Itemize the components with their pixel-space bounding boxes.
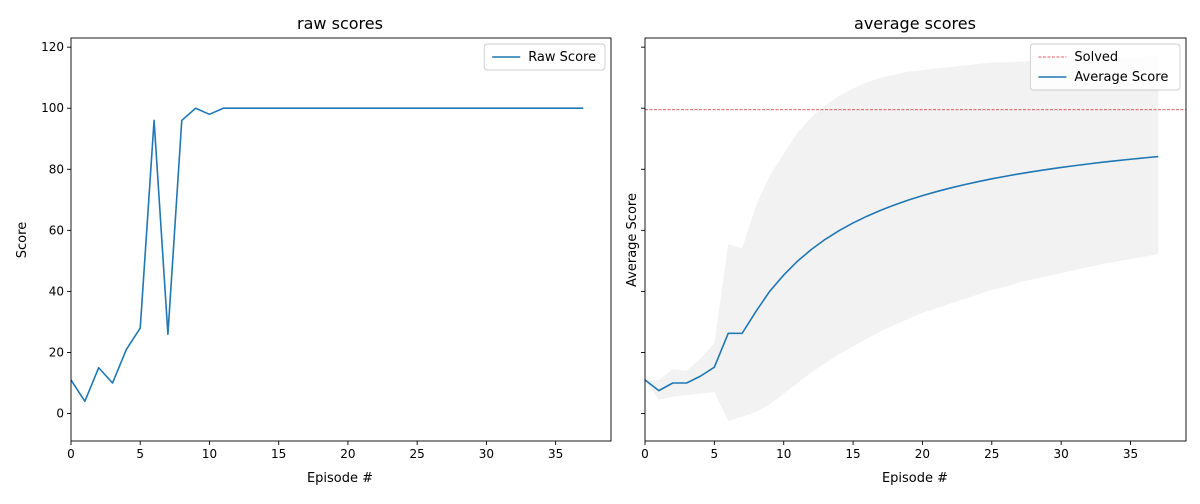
legend: Solved Average Score	[1030, 44, 1180, 90]
x-tick-label: 20	[340, 447, 355, 461]
legend: Raw Score	[484, 44, 605, 70]
x-tick-label: 25	[984, 447, 999, 461]
y-tick-label: 20	[49, 345, 64, 359]
y-tick-label: 100	[41, 101, 64, 115]
x-tick-label: 30	[1054, 447, 1069, 461]
legend-label: Solved	[1074, 50, 1118, 65]
y-tick-label: 40	[49, 284, 64, 298]
x-tick-label: 5	[711, 447, 719, 461]
x-tick-label: 20	[915, 447, 930, 461]
y-tick-label: 60	[49, 223, 64, 237]
legend-label: Average Score	[1074, 70, 1168, 85]
x-tick-label: 30	[479, 447, 494, 461]
chart-title: average scores	[854, 14, 976, 33]
x-tick-label: 15	[271, 447, 286, 461]
legend-label: Raw Score	[528, 50, 596, 65]
x-tick-label: 15	[845, 447, 860, 461]
x-tick-label: 35	[548, 447, 563, 461]
x-tick-label: 0	[641, 447, 649, 461]
x-tick-label: 10	[776, 447, 791, 461]
x-tick-label: 10	[202, 447, 217, 461]
y-tick-label: 120	[41, 40, 64, 54]
y-axis-label: Average Score	[625, 193, 640, 287]
y-axis-label: Score	[15, 222, 30, 258]
x-tick-label: 25	[410, 447, 425, 461]
x-axis-label: Episode #	[882, 471, 948, 486]
y-tick-label: 80	[49, 162, 64, 176]
x-tick-label: 0	[67, 447, 75, 461]
x-tick-label: 35	[1123, 447, 1138, 461]
y-tick-label: 0	[56, 407, 64, 421]
x-tick-label: 5	[136, 447, 144, 461]
x-axis-label: Episode #	[307, 471, 373, 486]
chart-title: raw scores	[297, 14, 383, 33]
